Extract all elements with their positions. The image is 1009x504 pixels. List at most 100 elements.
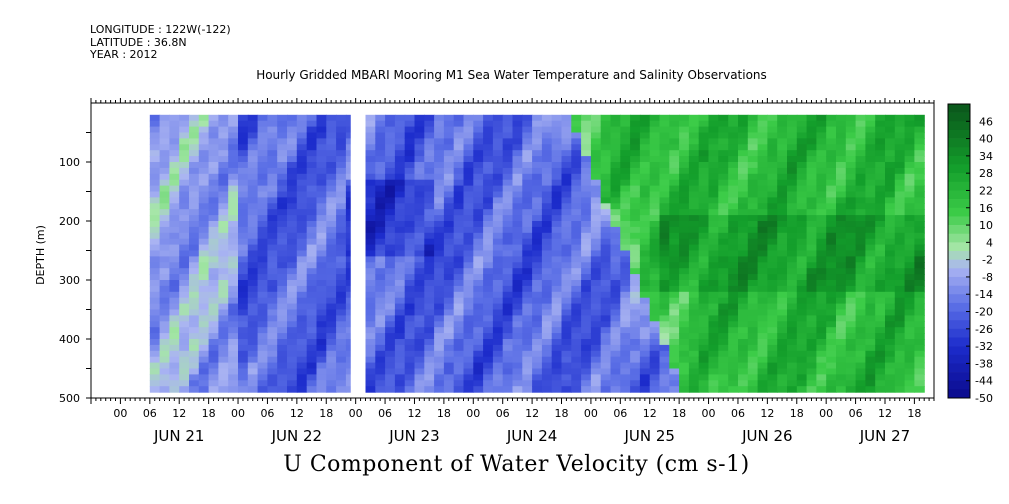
heatmap-cell	[414, 374, 425, 381]
x-hour-label: 12	[760, 407, 774, 420]
heatmap-cell	[247, 114, 259, 122]
heatmap-cell	[512, 132, 523, 139]
heatmap-cell	[787, 309, 798, 316]
heatmap-cell	[257, 262, 268, 269]
heatmap-cell	[365, 368, 376, 375]
heatmap-cell	[806, 232, 817, 240]
heatmap-cell	[404, 368, 416, 375]
heatmap-cell	[277, 132, 288, 139]
heatmap-cell	[532, 262, 543, 269]
heatmap-cell	[571, 209, 582, 216]
heatmap-cell	[189, 374, 200, 381]
heatmap-cell	[561, 309, 572, 316]
heatmap-cell	[826, 321, 837, 328]
heatmap-cell	[738, 156, 749, 163]
heatmap-cell	[394, 215, 406, 222]
heatmap-cell	[747, 244, 759, 252]
heatmap-cell	[728, 315, 739, 322]
heatmap-cell	[532, 203, 543, 210]
heatmap-field	[149, 103, 925, 398]
heatmap-cell	[316, 386, 327, 393]
heatmap-cell	[610, 156, 621, 163]
heatmap-cell	[581, 344, 592, 352]
heatmap-cell	[257, 256, 268, 263]
heatmap-cell	[316, 303, 327, 311]
heatmap-cell	[218, 197, 229, 204]
heatmap-cell	[287, 333, 298, 340]
heatmap-cell	[483, 350, 494, 358]
heatmap-cell	[610, 138, 621, 145]
heatmap-cell	[620, 179, 631, 187]
heatmap-cell	[218, 120, 229, 128]
heatmap-cell	[639, 232, 651, 240]
heatmap-cell	[777, 167, 788, 175]
heatmap-cell	[296, 250, 308, 257]
heatmap-cell	[718, 238, 729, 246]
heatmap-cell	[620, 333, 631, 340]
heatmap-cell	[365, 191, 376, 198]
x-hour-label: 06	[731, 407, 745, 420]
heatmap-cell	[179, 280, 190, 287]
heatmap-cell	[316, 368, 327, 375]
heatmap-cell	[698, 114, 710, 122]
heatmap-cell	[365, 238, 376, 246]
heatmap-cell	[865, 120, 876, 128]
heatmap-cell	[904, 221, 915, 228]
heatmap-cell	[904, 238, 915, 246]
heatmap-cell	[385, 238, 396, 246]
heatmap-cell	[816, 356, 827, 364]
heatmap-cell	[316, 274, 327, 281]
heatmap-cell	[698, 297, 710, 305]
heatmap-cell	[826, 191, 837, 198]
heatmap-cell	[326, 327, 337, 334]
heatmap-cell	[894, 315, 906, 322]
heatmap-cell	[855, 132, 866, 139]
heatmap-cell	[708, 285, 719, 293]
heatmap-cell	[806, 315, 817, 322]
heatmap-cell	[512, 191, 523, 198]
heatmap-cell	[247, 315, 259, 322]
heatmap-cell	[551, 179, 563, 187]
heatmap-cell	[669, 262, 680, 269]
heatmap-cell	[581, 209, 592, 216]
heatmap-cell	[502, 315, 514, 322]
heatmap-cell	[189, 120, 200, 128]
heatmap-cell	[757, 280, 768, 287]
colorbar-bin	[948, 337, 970, 347]
heatmap-cell	[522, 321, 533, 328]
heatmap-cell	[639, 368, 651, 375]
heatmap-cell	[767, 339, 778, 346]
heatmap-cell	[434, 268, 445, 275]
heatmap-cell	[228, 321, 239, 328]
heatmap-cell	[571, 138, 582, 145]
heatmap-cell	[414, 197, 425, 204]
heatmap-cell	[747, 297, 759, 305]
heatmap-cell	[590, 321, 602, 328]
heatmap-cell	[473, 203, 484, 210]
heatmap-cell	[747, 380, 759, 387]
heatmap-cell	[385, 386, 396, 393]
heatmap-cell	[247, 156, 259, 163]
x-day-label: JUN 27	[859, 427, 910, 445]
heatmap-cell	[492, 285, 504, 293]
heatmap-cell	[571, 309, 582, 316]
heatmap-cell	[659, 344, 670, 352]
heatmap-cell	[463, 315, 474, 322]
heatmap-cell	[551, 362, 563, 370]
heatmap-cell	[149, 138, 161, 145]
heatmap-cell	[218, 386, 229, 393]
heatmap-cell	[688, 274, 700, 281]
heatmap-cell	[179, 162, 190, 169]
heatmap-cell	[434, 350, 445, 358]
heatmap-cell	[816, 303, 827, 311]
heatmap-cell	[787, 262, 798, 269]
heatmap-cell	[463, 309, 474, 316]
heatmap-cell	[179, 191, 190, 198]
variable-label: U Component of Water Velocity (cm s-1)	[283, 452, 750, 477]
heatmap-cell	[385, 138, 396, 145]
heatmap-cell	[551, 185, 563, 193]
heatmap-cell	[159, 303, 170, 311]
heatmap-cell	[610, 215, 621, 222]
